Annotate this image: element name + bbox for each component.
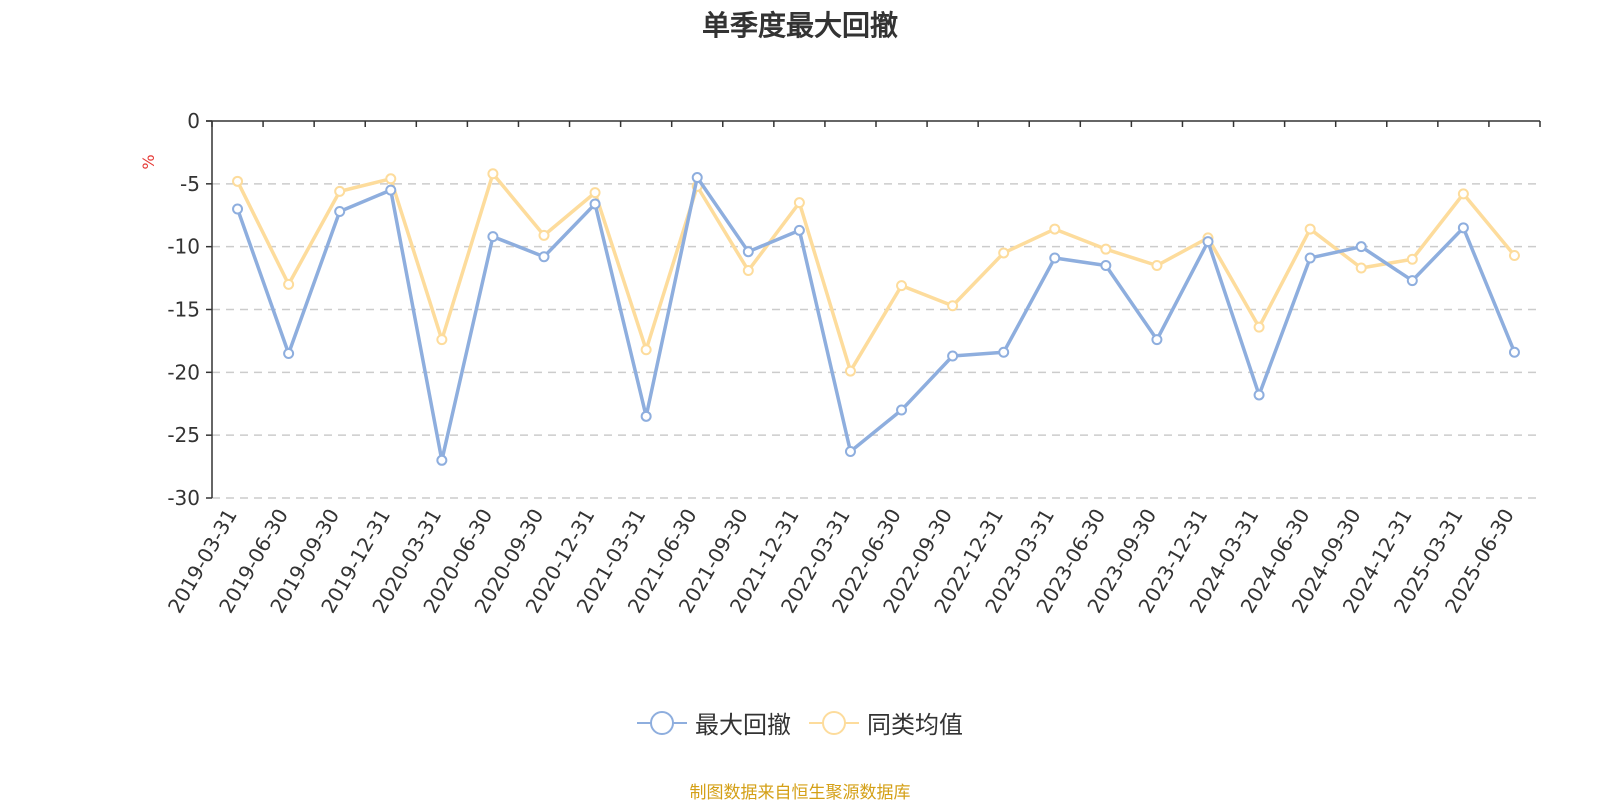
data-point[interactable] — [742, 246, 754, 258]
legend-marker-max-drawdown — [637, 710, 687, 735]
series-line — [235, 172, 1516, 373]
data-point[interactable] — [283, 278, 295, 290]
data-point[interactable] — [1100, 260, 1112, 272]
data-point[interactable] — [334, 185, 346, 197]
data-point[interactable] — [998, 247, 1010, 259]
data-point[interactable] — [1457, 222, 1469, 234]
data-point[interactable] — [1049, 252, 1061, 264]
data-point[interactable] — [436, 454, 448, 466]
data-point[interactable] — [385, 173, 397, 185]
x-tick-labels: 2019-03-312019-06-302019-09-302019-12-31… — [163, 505, 1519, 618]
data-point[interactable] — [1253, 321, 1265, 333]
data-point[interactable] — [640, 410, 652, 422]
data-point[interactable] — [998, 346, 1010, 358]
data-point[interactable] — [1406, 275, 1418, 287]
series-lines — [232, 168, 1520, 466]
y-tick-label: -5 — [180, 172, 200, 196]
data-point[interactable] — [640, 344, 652, 356]
data-point[interactable] — [1304, 223, 1316, 235]
series-max-drawdown — [232, 172, 1520, 466]
y-tick-label: -20 — [167, 360, 200, 384]
y-tick-label: 0 — [187, 109, 200, 133]
data-point[interactable] — [436, 334, 448, 346]
data-point[interactable] — [1049, 223, 1061, 235]
legend-label-max-drawdown: 最大回撤 — [695, 711, 791, 739]
data-point[interactable] — [283, 347, 295, 359]
data-point[interactable] — [947, 300, 959, 312]
y-axis-unit-label: % — [139, 154, 158, 169]
data-point[interactable] — [896, 404, 908, 416]
chart-title: 单季度最大回撤 — [701, 9, 898, 42]
legend-item-peer-average[interactable]: 同类均值 — [809, 705, 963, 740]
data-point[interactable] — [1253, 389, 1265, 401]
data-point[interactable] — [487, 231, 499, 243]
data-point[interactable] — [742, 265, 754, 277]
data-point[interactable] — [1304, 252, 1316, 264]
data-point[interactable] — [1151, 260, 1163, 272]
data-point[interactable] — [538, 251, 550, 263]
legend: 最大回撤 同类均值 — [0, 705, 1600, 740]
data-point[interactable] — [232, 175, 244, 187]
data-point[interactable] — [1100, 243, 1112, 255]
series-line — [235, 175, 1517, 463]
series-peer-average — [232, 168, 1520, 377]
y-tick-labels: 0 -5 -10 -15 -20 -25 -30 — [167, 109, 200, 510]
legend-marker-peer-average — [809, 710, 859, 735]
y-tick-label: -15 — [167, 298, 200, 322]
data-point[interactable] — [896, 280, 908, 292]
data-point[interactable] — [334, 205, 346, 217]
source-note: 制图数据来自恒生聚源数据库 — [689, 783, 911, 803]
grid-lines — [212, 183, 1540, 499]
data-point[interactable] — [1355, 241, 1367, 253]
data-point[interactable] — [538, 229, 550, 241]
data-point[interactable] — [793, 197, 805, 209]
legend-item-max-drawdown[interactable]: 最大回撤 — [637, 705, 791, 740]
data-point[interactable] — [1202, 236, 1214, 248]
legend-label-peer-average: 同类均值 — [867, 711, 963, 739]
data-point[interactable] — [589, 198, 601, 210]
data-point[interactable] — [1406, 253, 1418, 265]
data-point[interactable] — [1151, 334, 1163, 346]
y-tick-label: -25 — [167, 423, 200, 447]
data-point[interactable] — [1457, 188, 1469, 200]
data-point[interactable] — [844, 446, 856, 458]
data-point[interactable] — [691, 172, 703, 184]
data-point[interactable] — [1508, 346, 1520, 358]
axes — [206, 120, 1541, 499]
data-point[interactable] — [385, 184, 397, 196]
y-tick-label: -30 — [167, 486, 200, 510]
data-point[interactable] — [844, 365, 856, 377]
data-point[interactable] — [589, 187, 601, 199]
data-point[interactable] — [793, 224, 805, 236]
data-point[interactable] — [487, 168, 499, 180]
y-tick-label: -10 — [167, 235, 200, 259]
data-point[interactable] — [947, 350, 959, 362]
data-point[interactable] — [232, 203, 244, 215]
data-point[interactable] — [1508, 249, 1520, 261]
data-point[interactable] — [1355, 262, 1367, 274]
